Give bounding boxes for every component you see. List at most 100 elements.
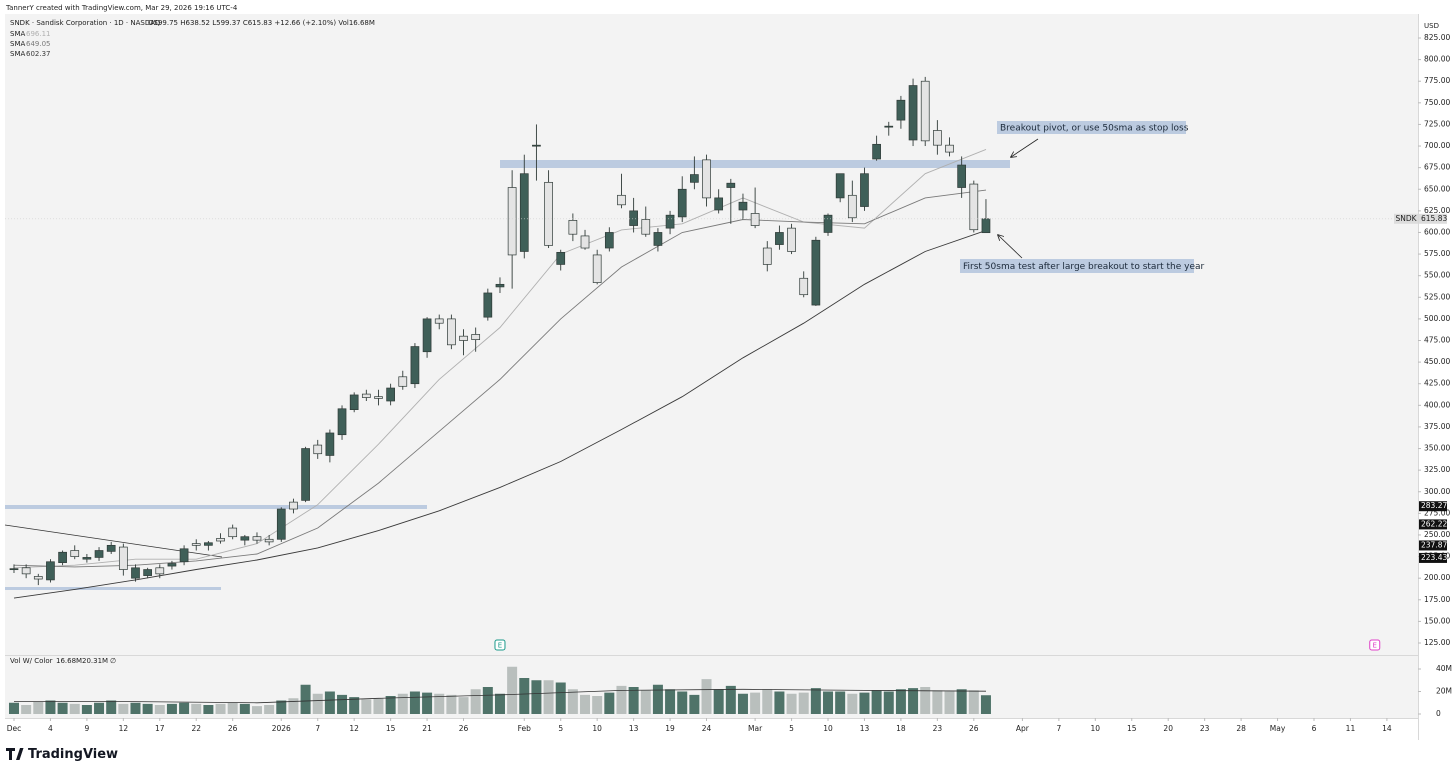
candles [9, 76, 991, 586]
legend-name: SMA [10, 40, 25, 48]
volume-legend: Vol W/ Color [10, 657, 53, 665]
y-tick-label: 625.00 [1424, 206, 1450, 215]
x-tick-label: 15 [1127, 724, 1137, 733]
price-label-box [1419, 501, 1447, 512]
volume-bar [847, 693, 858, 714]
symbol-tag-label: SNDK [1395, 214, 1417, 223]
candle-body [617, 194, 626, 206]
volume-bar [750, 692, 761, 714]
candle-body [629, 210, 638, 226]
candle-body [58, 551, 67, 563]
volume-bar [482, 687, 493, 714]
volume-bar [349, 697, 360, 714]
x-tick-label: 10 [592, 724, 602, 733]
volume-tick-label: 0 [1436, 709, 1441, 718]
x-tick-label: 17 [155, 724, 165, 733]
volume-bar [798, 692, 809, 714]
candle-body [143, 569, 152, 576]
candle-body [361, 393, 371, 398]
volume-bar [276, 700, 287, 714]
candle-body [653, 232, 663, 246]
event-marker [494, 639, 506, 651]
candle-body [908, 85, 918, 141]
legend-name: SMA [10, 30, 25, 38]
candle-body [46, 561, 55, 581]
volume-bar [531, 680, 542, 714]
candle-body [738, 201, 748, 211]
volume-bar [21, 705, 32, 714]
x-tick-label: 23 [1200, 724, 1210, 733]
candle-body [349, 394, 359, 410]
legend-value: 649.05 [26, 40, 51, 48]
volume-bar [835, 691, 846, 714]
branding: TradingView [28, 747, 118, 762]
candle-body [9, 568, 19, 571]
candle-body [325, 432, 335, 456]
y-tick-label: 300.00 [1424, 487, 1450, 496]
volume-tick-label: 20M [1436, 687, 1452, 696]
volume-bar [652, 684, 663, 714]
candle-body [131, 567, 140, 579]
event-label: E [498, 642, 502, 650]
price-label-box [1419, 519, 1447, 530]
candle-body [191, 543, 201, 546]
volume-bar [980, 695, 991, 714]
candle-body [945, 144, 954, 153]
candle-body [835, 173, 845, 199]
candle-body [495, 283, 505, 288]
volume-bar [689, 694, 700, 714]
candle-body [714, 197, 724, 211]
candle-body [33, 576, 43, 580]
candle-body [434, 318, 444, 324]
volume-bars [8, 666, 991, 714]
candle-body [884, 125, 894, 128]
volume-bar [385, 696, 396, 714]
candle-body [860, 173, 869, 207]
event-marker [1369, 639, 1381, 651]
candle-body [276, 508, 286, 540]
candle-body [811, 239, 821, 306]
volume-bar [883, 691, 894, 714]
volume-bar [81, 705, 92, 714]
candle-body [872, 143, 881, 160]
candle-body [823, 214, 833, 233]
volume-bar [494, 693, 505, 714]
annotation: Breakout pivot, or use 50sma as stop los… [1000, 124, 1189, 134]
candle-body [228, 527, 238, 538]
volume-bar [871, 690, 882, 714]
x-tick-label: 12 [119, 724, 129, 733]
x-tick-label: 24 [702, 724, 712, 733]
candle-body [702, 159, 711, 199]
y-tick-label: 600.00 [1424, 227, 1450, 236]
x-tick-label: Dec [7, 724, 22, 733]
volume-bar [300, 684, 311, 714]
volume-bar [215, 703, 226, 714]
candle-body [750, 213, 760, 226]
candle-body [471, 334, 481, 340]
candle-body [82, 557, 92, 560]
volume-bar [264, 705, 275, 714]
volume-bar [774, 691, 785, 714]
x-tick-label: 23 [933, 724, 943, 733]
candle-body [580, 235, 590, 249]
candle-body [70, 550, 80, 557]
x-tick-label: 21 [422, 724, 432, 733]
candle-body [787, 227, 796, 252]
y-tick-label: 675.00 [1424, 163, 1450, 172]
volume-bar [142, 703, 153, 714]
candle-body [374, 396, 383, 399]
y-tick-label: 275.00 [1424, 508, 1450, 517]
candle-body [799, 277, 809, 296]
candle-body [386, 387, 395, 402]
x-tick-label: Mar [748, 724, 763, 733]
candle-body [483, 292, 493, 318]
candle-body [544, 181, 553, 246]
volume-bar [713, 689, 724, 714]
volume-bar [956, 689, 967, 714]
x-tick-label: Apr [1016, 724, 1030, 733]
candle-body [398, 376, 408, 387]
sma-line [13, 229, 987, 599]
x-tick-label: 13 [860, 724, 870, 733]
candle-body [690, 174, 699, 183]
